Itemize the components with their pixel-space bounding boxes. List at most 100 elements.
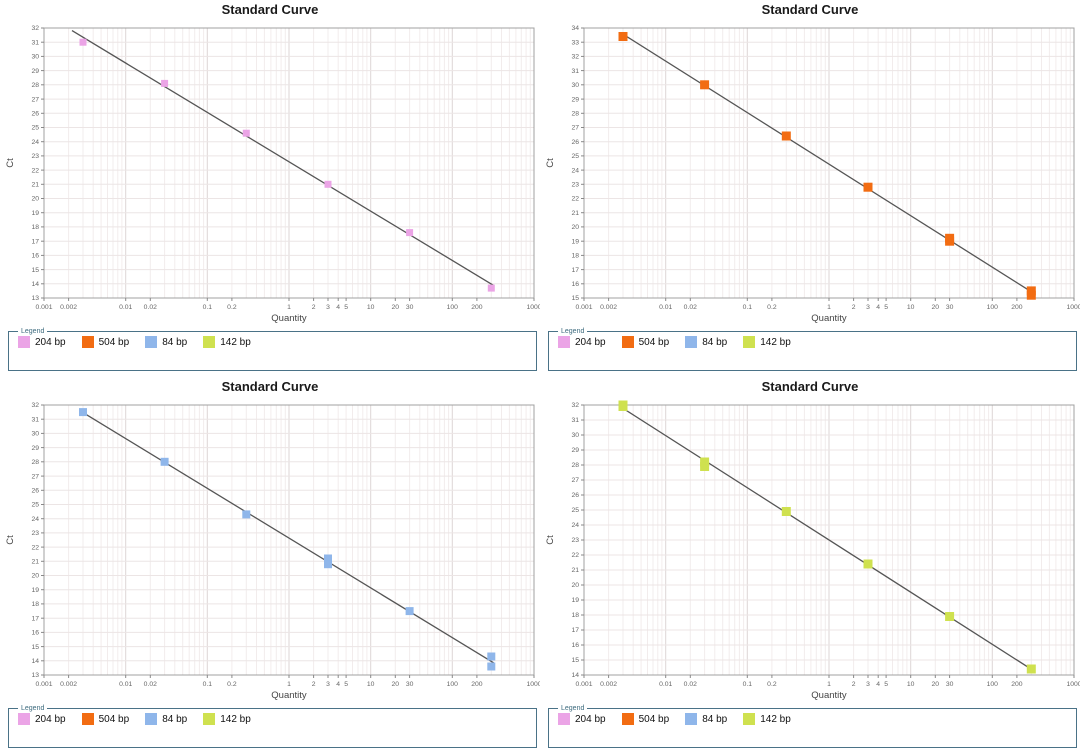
svg-text:4: 4	[876, 304, 880, 311]
svg-text:28: 28	[31, 459, 39, 466]
legend-item-label: 142 bp	[220, 336, 251, 348]
svg-text:31: 31	[31, 39, 39, 46]
svg-text:2: 2	[852, 681, 856, 688]
legend-item-142bp: 142 bp	[743, 713, 791, 725]
svg-text:18: 18	[31, 601, 39, 608]
legend-item-label: 504 bp	[98, 336, 130, 348]
svg-text:30: 30	[406, 304, 414, 311]
svg-text:27: 27	[31, 473, 39, 480]
svg-text:24: 24	[571, 522, 579, 529]
legend-swatch-204bp	[18, 713, 30, 725]
svg-text:30: 30	[571, 82, 579, 89]
legend-item-label: 142 bp	[760, 336, 791, 348]
svg-text:0.001: 0.001	[575, 304, 592, 311]
svg-text:27: 27	[571, 125, 579, 132]
svg-text:0.01: 0.01	[659, 304, 672, 311]
legend-item-504bp: 504 bp	[81, 713, 129, 725]
legend-swatch-84bp	[685, 713, 698, 725]
svg-text:25: 25	[571, 507, 579, 514]
svg-text:19: 19	[31, 210, 39, 217]
svg-text:14: 14	[571, 672, 579, 679]
svg-text:20: 20	[392, 304, 400, 311]
svg-text:23: 23	[31, 153, 39, 160]
legend-items: 204 bp 504 bp 84 bp 142 bp	[9, 709, 536, 725]
svg-text:22: 22	[31, 544, 39, 551]
svg-text:30: 30	[946, 681, 954, 688]
svg-text:0.002: 0.002	[600, 681, 617, 688]
legend-item-504bp: 504 bp	[621, 336, 669, 348]
svg-text:16: 16	[31, 630, 39, 637]
svg-text:25: 25	[571, 153, 579, 160]
legend-item-label: 84 bp	[702, 713, 728, 725]
svg-text:29: 29	[31, 445, 39, 452]
svg-text:19: 19	[31, 587, 39, 594]
svg-text:Quantity: Quantity	[811, 313, 847, 324]
svg-text:30: 30	[31, 54, 39, 61]
svg-text:20: 20	[571, 582, 579, 589]
svg-text:10: 10	[907, 681, 915, 688]
svg-text:23: 23	[571, 182, 579, 189]
svg-text:26: 26	[571, 139, 579, 146]
svg-text:13: 13	[31, 295, 39, 302]
svg-text:0.01: 0.01	[659, 681, 672, 688]
svg-text:15: 15	[31, 267, 39, 274]
legend-box-title: Legend	[558, 327, 588, 336]
chart-title: Standard Curve	[221, 379, 319, 394]
standard-curve-panel-504bp: Standard Curve 15 16 17 18 19 20 21 22 23 24 25 26 2…	[540, 0, 1080, 377]
svg-text:2: 2	[852, 304, 856, 311]
standard-curve-panel-204bp: Standard Curve 13 14 15 16 17 18 19 20 21 22 23 24 2…	[0, 0, 540, 377]
svg-text:19: 19	[571, 597, 579, 604]
svg-text:0.1: 0.1	[203, 304, 213, 311]
svg-text:0.2: 0.2	[767, 681, 777, 688]
legend-swatch-504bp	[621, 713, 634, 725]
svg-text:32: 32	[571, 402, 579, 409]
svg-text:23: 23	[31, 530, 39, 537]
svg-text:14: 14	[31, 658, 39, 665]
svg-text:28: 28	[571, 111, 579, 118]
legend-box-title: Legend	[18, 704, 48, 713]
svg-text:18: 18	[571, 612, 579, 619]
legend-item-84bp: 84 bp	[685, 713, 727, 725]
legend-item-84bp: 84 bp	[145, 713, 187, 725]
standard-curve-chart-204bp: 1314151617181920212223242526272829303132…	[5, 25, 540, 324]
svg-text:1: 1	[827, 304, 831, 311]
svg-text:Ct: Ct	[5, 535, 16, 545]
svg-text:20: 20	[932, 304, 940, 311]
svg-text:30: 30	[406, 681, 414, 688]
svg-text:0.1: 0.1	[203, 681, 213, 688]
standard-curve-panel-142bp: Standard Curve 14 15 16 17 18 19 20 21 22 23 24 25 2…	[540, 377, 1080, 754]
legend-swatch-204bp	[558, 713, 570, 725]
svg-text:26: 26	[31, 111, 39, 118]
svg-text:1000: 1000	[526, 681, 540, 688]
svg-text:30: 30	[31, 431, 39, 438]
svg-text:24: 24	[571, 167, 579, 174]
svg-text:14: 14	[31, 281, 39, 288]
legend-item-504bp: 504 bp	[621, 713, 669, 725]
svg-text:2: 2	[312, 304, 316, 311]
legend-item-label: 142 bp	[220, 713, 251, 725]
legend-item-142bp: 142 bp	[203, 336, 251, 348]
svg-text:0.01: 0.01	[119, 304, 132, 311]
legend-item-label: 204 bp	[35, 336, 66, 348]
legend-swatch-504bp	[81, 336, 94, 348]
svg-text:18: 18	[31, 224, 39, 231]
legend-item-204bp: 204 bp	[558, 713, 606, 725]
legend-item-label: 142 bp	[760, 713, 791, 725]
svg-text:0.2: 0.2	[227, 681, 237, 688]
svg-text:31: 31	[571, 68, 579, 75]
svg-text:22: 22	[571, 552, 579, 559]
svg-text:2: 2	[312, 681, 316, 688]
legend-items: 204 bp 504 bp 84 bp 142 bp	[9, 332, 536, 348]
svg-text:Ct: Ct	[545, 535, 556, 545]
svg-text:0.001: 0.001	[35, 304, 52, 311]
svg-text:27: 27	[571, 477, 579, 484]
svg-text:10: 10	[367, 304, 375, 311]
svg-text:23: 23	[571, 537, 579, 544]
svg-text:26: 26	[31, 488, 39, 495]
svg-text:3: 3	[326, 681, 330, 688]
standard-curve-chart-142bp: 141516171819202122232425262728293031320.…	[545, 400, 1080, 701]
legend-swatch-142bp	[743, 336, 756, 348]
svg-text:5: 5	[344, 304, 348, 311]
svg-text:25: 25	[31, 125, 39, 132]
svg-text:18: 18	[571, 253, 579, 260]
